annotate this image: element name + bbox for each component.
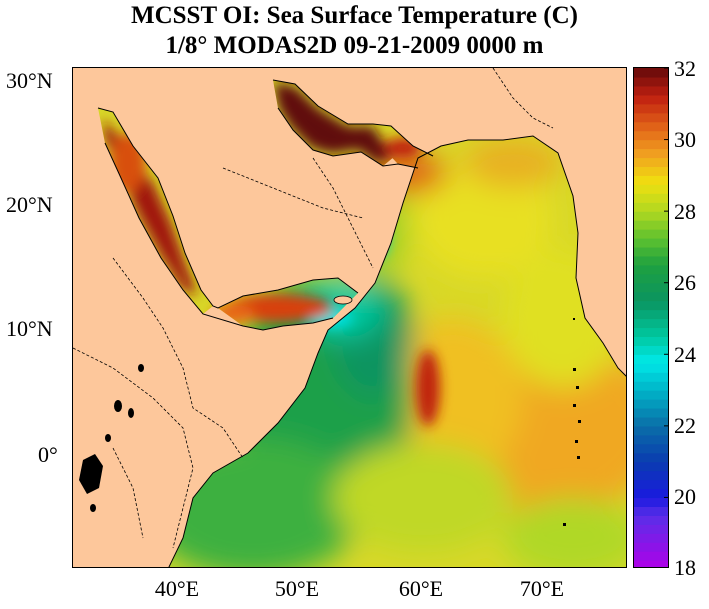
- sst-map-canvas: [73, 68, 626, 567]
- colorbar-step: [634, 416, 668, 427]
- colorbar-scale: [634, 68, 668, 567]
- colorbar-step: [634, 220, 668, 230]
- colorbar-step: [634, 246, 668, 257]
- colorbar-label-24: 24: [674, 342, 696, 367]
- colorbar-label-32: 32: [674, 56, 696, 81]
- colorbar-step: [634, 533, 668, 543]
- sst-map: [72, 67, 627, 568]
- colorbar-step: [634, 354, 668, 364]
- country-borders: [73, 68, 554, 549]
- colorbar-step: [634, 94, 668, 105]
- colorbar-step: [634, 211, 668, 221]
- colorbar-step: [634, 425, 668, 436]
- colorbar-step: [634, 309, 668, 320]
- colorbar-label-26: 26: [674, 270, 696, 295]
- lat-label-20n: 20°N: [6, 192, 53, 217]
- lat-label-30n: 30°N: [6, 68, 53, 93]
- colorbar-step: [634, 184, 668, 194]
- colorbar-label-18: 18: [674, 555, 696, 580]
- colorbar-step: [634, 452, 668, 463]
- socotra-island: [333, 295, 353, 305]
- colorbar-step: [634, 443, 668, 454]
- colorbar-label-20: 20: [674, 484, 696, 509]
- colorbar-step: [634, 434, 668, 445]
- lat-label-10n: 10°N: [6, 316, 53, 341]
- colorbar-step: [634, 76, 668, 87]
- colorbar-step: [634, 282, 668, 293]
- colorbar-step: [634, 130, 668, 141]
- colorbar-step: [634, 345, 668, 355]
- colorbar-step: [634, 381, 668, 391]
- colorbar-step: [634, 202, 668, 212]
- colorbar-step: [634, 488, 668, 499]
- colorbar-step: [634, 193, 668, 203]
- colorbar-step: [634, 524, 668, 534]
- colorbar-step: [634, 318, 668, 329]
- colorbar-step: [634, 175, 668, 185]
- colorbar-step: [634, 291, 668, 302]
- colorbar-step: [634, 470, 668, 481]
- colorbar-step: [634, 103, 668, 114]
- islands: [563, 318, 581, 526]
- lon-label-60e: 60°E: [398, 576, 444, 601]
- colorbar-step: [634, 497, 668, 507]
- colorbar-step: [634, 327, 668, 337]
- colorbar: [633, 67, 669, 568]
- colorbar-step: [634, 264, 668, 275]
- map-title-line1: MCSST OI: Sea Surface Temperature (C): [131, 2, 578, 29]
- colorbar-step: [634, 68, 668, 78]
- colorbar-label-30: 30: [674, 127, 696, 152]
- colorbar-step: [634, 461, 668, 472]
- colorbar-step: [634, 273, 668, 284]
- colorbar-step: [634, 542, 668, 552]
- colorbar-step: [634, 407, 668, 418]
- colorbar-step: [634, 479, 668, 490]
- colorbar-step: [634, 237, 668, 248]
- colorbar-step: [634, 139, 668, 150]
- colorbar-step: [634, 112, 668, 123]
- colorbar-step: [634, 399, 668, 409]
- lon-label-40e: 40°E: [154, 576, 200, 601]
- lon-label-50e: 50°E: [274, 576, 320, 601]
- colorbar-step: [634, 390, 668, 400]
- colorbar-step: [634, 157, 668, 168]
- map-title-line2: 1/8° MODAS2D 09-21-2009 0000 m: [165, 32, 544, 59]
- colorbar-step: [634, 166, 668, 176]
- colorbar-step: [634, 121, 668, 132]
- colorbar-step: [634, 148, 668, 159]
- colorbar-label-22: 22: [674, 413, 696, 438]
- colorbar-step: [634, 363, 668, 373]
- lat-label-equator: 0°: [38, 442, 58, 467]
- coastlines: [97, 79, 626, 567]
- colorbar-step: [634, 372, 668, 382]
- lakes: [79, 364, 144, 512]
- colorbar-step: [634, 551, 668, 561]
- colorbar-step: [634, 255, 668, 266]
- colorbar-step: [634, 560, 668, 567]
- colorbar-step: [634, 229, 668, 239]
- lon-label-70e: 70°E: [519, 576, 565, 601]
- colorbar-step: [634, 515, 668, 525]
- colorbar-step: [634, 85, 668, 96]
- colorbar-step: [634, 300, 668, 311]
- colorbar-step: [634, 336, 668, 346]
- colorbar-step: [634, 506, 668, 516]
- colorbar-label-28: 28: [674, 199, 696, 224]
